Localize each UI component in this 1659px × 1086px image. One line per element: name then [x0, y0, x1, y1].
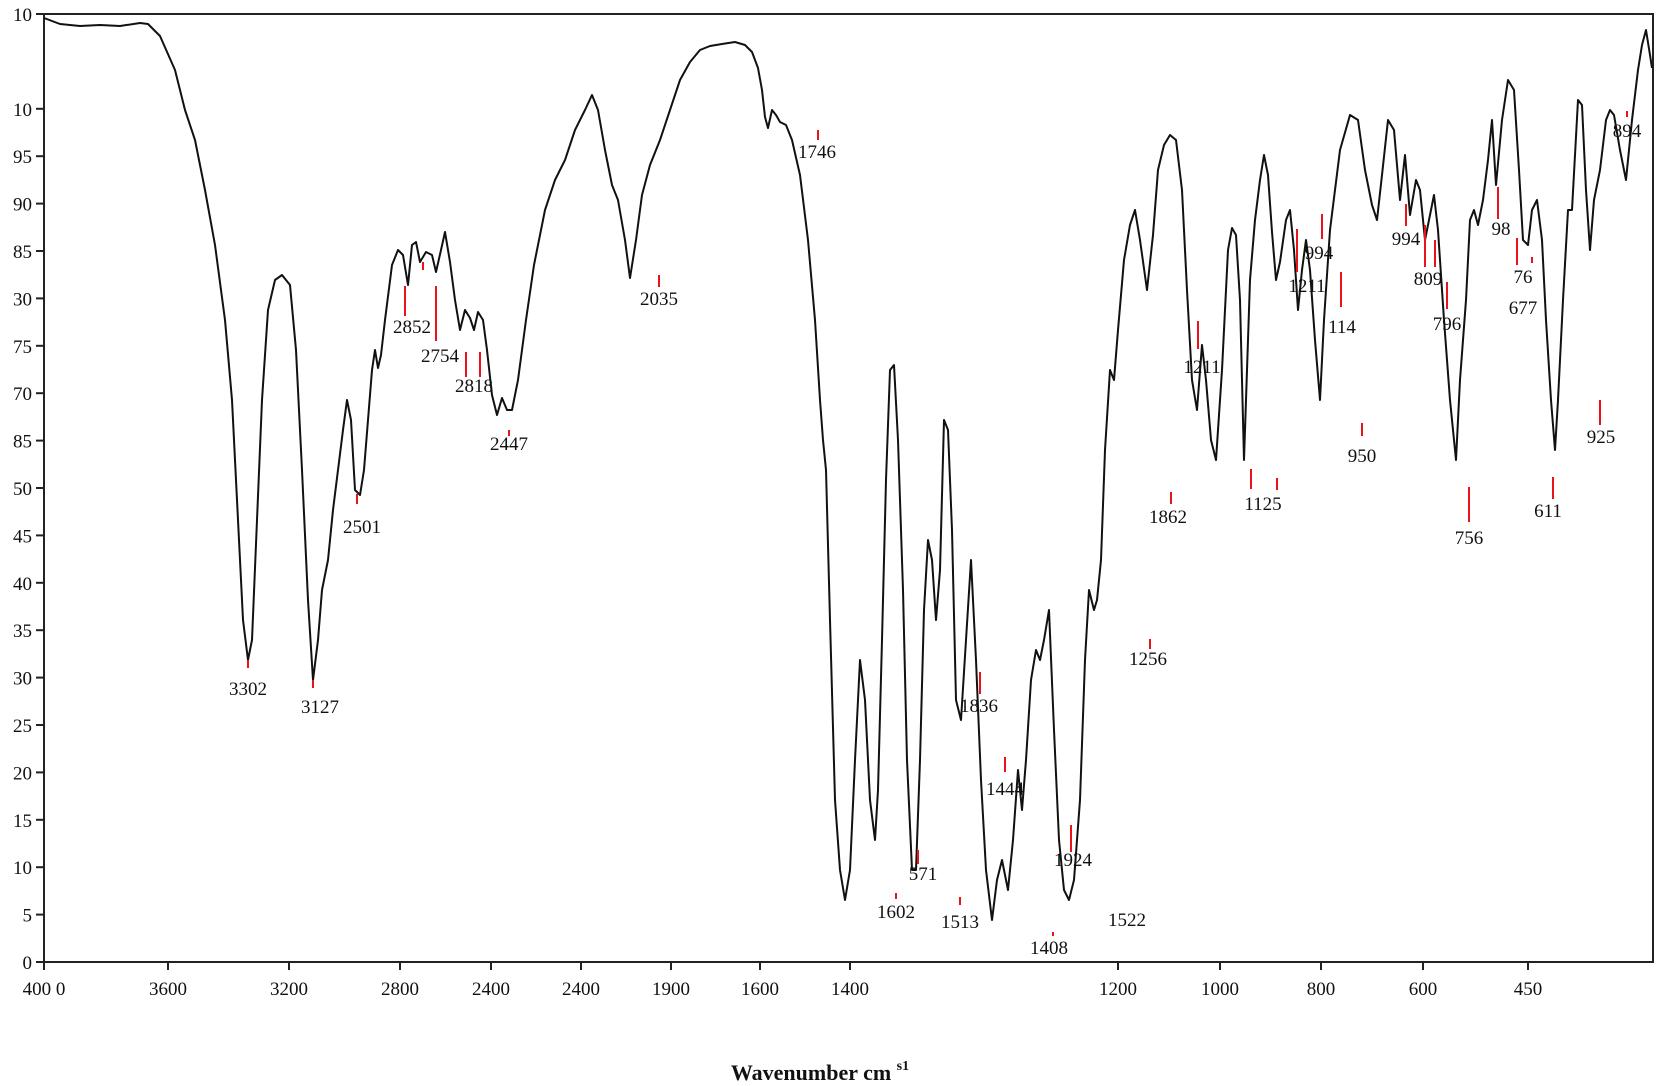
peak-label: 1211: [1288, 276, 1325, 297]
y-tick-label: 70: [13, 384, 32, 405]
y-tick-label-top: 10: [13, 5, 32, 26]
spectrum-series: [43, 17, 1653, 921]
x-tick-label: 400 0: [23, 979, 66, 1000]
x-axis-title-superscript: s1: [897, 1059, 909, 1074]
peak-label: 1444: [986, 779, 1025, 800]
y-tick-label: 35: [13, 621, 32, 642]
peak-label: 1211: [1183, 357, 1220, 378]
x-tick-label: 3600: [149, 979, 187, 1000]
peak-label: 3127: [301, 697, 339, 718]
x-tick-label: 3200: [270, 979, 308, 1000]
x-tick-label: 1600: [741, 979, 779, 1000]
peak-label: 2447: [490, 434, 528, 455]
y-tick-label: 30: [13, 289, 32, 310]
y-tick-label: 85: [13, 242, 32, 263]
x-tick-label: 1400: [831, 979, 869, 1000]
x-axis-title-text: Wavenumber cm: [731, 1060, 891, 1085]
y-tick-label: 5: [23, 906, 33, 927]
peak-label: 994: [1392, 229, 1421, 250]
peak-label: 1836: [960, 696, 998, 717]
x-tick-label: 1000: [1201, 979, 1239, 1000]
y-tick-label: 90: [13, 195, 32, 216]
x-tick-label: 2800: [381, 979, 419, 1000]
y-tick-label: 25: [13, 716, 32, 737]
peak-label: 1513: [941, 912, 979, 933]
peak-label: 2852: [393, 317, 431, 338]
peak-label: 809: [1414, 269, 1443, 290]
y-tick-label: 10: [13, 100, 32, 121]
peak-label: 1602: [877, 902, 915, 923]
peak-label: 98: [1492, 219, 1511, 240]
peak-label: 2754: [421, 346, 460, 367]
y-axis: 0 5 10 15 20 25 30 35 40 45 50 85 70 75 30 85 90 95 10 10: [13, 5, 44, 974]
y-tick-label: 50: [13, 479, 32, 500]
peak-label: 796: [1433, 314, 1462, 335]
peak-label: 1522: [1108, 910, 1146, 931]
x-tick-label: 2400: [562, 979, 600, 1000]
peak-label: 1746: [798, 142, 836, 163]
y-tick-label: 20: [13, 763, 32, 784]
y-tick-label: 15: [13, 811, 32, 832]
y-tick-label: 75: [13, 337, 32, 358]
peak-label: 756: [1455, 528, 1484, 549]
peak-label: 894: [1613, 121, 1642, 142]
x-axis: 400 0 3600 3200 2800 2400 2400 1900 1600 1400 120…: [23, 962, 1543, 1000]
peak-label: 1408: [1030, 938, 1068, 959]
y-tick-label: 10: [13, 858, 32, 879]
y-tick-label: 85: [13, 432, 32, 453]
x-tick-label: 600: [1409, 979, 1438, 1000]
peak-annotations: 3302 3127 2501 2852 2754 2818 2447 2035 1746 1602…: [229, 111, 1642, 959]
x-tick-label: 450: [1514, 979, 1543, 1000]
peak-label: 1256: [1129, 649, 1167, 670]
peak-label: 1125: [1244, 494, 1281, 515]
peak-label: 611: [1534, 501, 1562, 522]
spectrum-line: [43, 17, 1653, 921]
y-tick-label: 30: [13, 669, 32, 690]
peak-label: 2501: [343, 517, 381, 538]
x-tick-label: 1900: [652, 979, 690, 1000]
peak-label: 2035: [640, 289, 678, 310]
peak-label: 1924: [1054, 850, 1093, 871]
y-tick-label: 45: [13, 526, 32, 547]
peak-label: 677: [1509, 298, 1538, 319]
peak-label: 571: [909, 864, 938, 885]
x-tick-label: 1200: [1099, 979, 1137, 1000]
peak-label: 1862: [1149, 507, 1187, 528]
y-tick-label: 95: [13, 147, 32, 168]
peak-label: 2818: [455, 376, 493, 397]
y-tick-label: 40: [13, 574, 32, 595]
x-axis-title: Wavenumber cm s1: [731, 1059, 909, 1085]
peak-label: 76: [1514, 267, 1533, 288]
peak-label: 950: [1348, 446, 1377, 467]
y-tick-label: 0: [23, 953, 33, 974]
peak-label: 994: [1305, 243, 1334, 264]
x-tick-label: 800: [1307, 979, 1336, 1000]
peak-label: 114: [1328, 317, 1356, 338]
peak-label: 3302: [229, 679, 267, 700]
peak-label: 925: [1587, 427, 1616, 448]
x-tick-label: 2400: [472, 979, 510, 1000]
